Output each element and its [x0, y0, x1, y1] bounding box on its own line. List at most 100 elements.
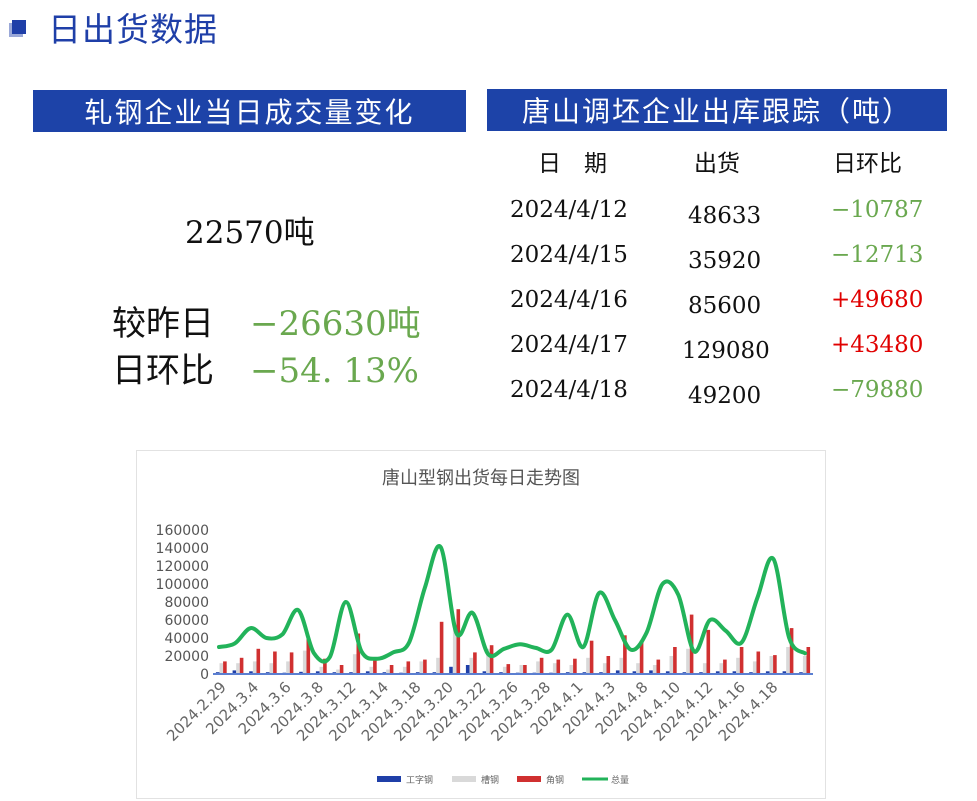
- bar-槽钢: [569, 665, 574, 674]
- bar-角钢: [573, 658, 577, 674]
- bar-槽钢: [486, 648, 490, 674]
- bar-槽钢: [369, 666, 374, 674]
- bar-槽钢: [219, 663, 224, 674]
- legend-swatch-槽钢: [452, 776, 476, 782]
- bar-槽钢: [236, 663, 240, 674]
- bar-槽钢: [786, 647, 790, 674]
- bar-槽钢: [636, 663, 640, 674]
- bar-槽钢: [452, 629, 457, 674]
- bar-角钢: [239, 657, 244, 674]
- table-header-shipment: 出货: [694, 151, 740, 177]
- daily-volume: 22570吨: [185, 215, 315, 251]
- table-cell-change: −79880: [831, 377, 924, 403]
- bar-角钢: [439, 621, 444, 674]
- bar-槽钢: [669, 656, 674, 674]
- bar-工字钢: [665, 671, 670, 674]
- bar-槽钢: [702, 663, 707, 674]
- y-tick-label: 60000: [164, 613, 209, 629]
- bar-槽钢: [336, 669, 340, 674]
- bar-角钢: [339, 665, 344, 674]
- bar-槽钢: [752, 661, 757, 674]
- bar-角钢: [489, 645, 494, 674]
- bar-角钢: [773, 655, 777, 674]
- bar-角钢: [523, 665, 527, 674]
- ratio-row: 日环比 −54. 13%: [112, 343, 419, 392]
- vs-prev-row: 较昨日 −26630吨: [112, 296, 421, 345]
- bar-槽钢: [469, 657, 474, 674]
- bar-角钢: [373, 657, 377, 674]
- legend-label: 总量: [611, 774, 629, 786]
- bar-槽钢: [302, 650, 307, 674]
- bar-角钢: [606, 656, 611, 674]
- vs-prev-value: −26630吨: [250, 304, 421, 344]
- y-tick-label: 140000: [156, 541, 209, 557]
- bar-工字钢: [299, 671, 303, 675]
- table-cell-change: +49680: [831, 287, 924, 313]
- legend-label: 角钢: [546, 774, 564, 786]
- bar-角钢: [539, 657, 544, 674]
- bar-槽钢: [286, 661, 290, 674]
- bar-槽钢: [419, 661, 424, 674]
- legend-label: 槽钢: [481, 774, 499, 786]
- bar-角钢: [423, 659, 427, 674]
- bar-角钢: [639, 640, 644, 674]
- ratio-value: −54. 13%: [250, 351, 419, 391]
- bar-角钢: [289, 652, 294, 674]
- table-cell-date: 2024/4/12: [510, 197, 628, 223]
- y-tick-label: 80000: [164, 595, 209, 611]
- table-cell-shipment: 129080: [682, 338, 770, 364]
- y-tick-label: 160000: [156, 523, 209, 539]
- table-cell-date: 2024/4/15: [510, 242, 628, 268]
- table-header-date: 日 期: [538, 151, 607, 177]
- bar-槽钢: [652, 665, 657, 674]
- bar-角钢: [256, 648, 261, 674]
- bar-角钢: [756, 651, 761, 674]
- title-square-icon: [12, 20, 26, 34]
- bar-角钢: [589, 640, 594, 674]
- bar-工字钢: [782, 671, 787, 674]
- y-tick-label: 100000: [156, 577, 209, 593]
- bar-槽钢: [386, 669, 390, 674]
- bar-槽钢: [586, 657, 590, 674]
- right-panel-title: 唐山调坯企业出库跟踪（吨）: [487, 89, 947, 131]
- bar-工字钢: [632, 671, 637, 674]
- table-cell-date: 2024/4/17: [510, 332, 628, 358]
- bar-角钢: [706, 629, 711, 674]
- bar-槽钢: [269, 663, 274, 674]
- bar-角钢: [356, 633, 361, 674]
- bar-角钢: [623, 635, 627, 674]
- bar-角钢: [223, 661, 227, 674]
- ratio-label: 日环比: [112, 351, 214, 391]
- bar-槽钢: [319, 666, 324, 674]
- bar-角钢: [306, 638, 311, 674]
- table-cell-shipment: 49200: [688, 383, 762, 409]
- bar-槽钢: [436, 657, 440, 674]
- bar-槽钢: [686, 648, 690, 674]
- chart-title: 唐山型钢出货每日走势图: [382, 468, 580, 489]
- bar-角钢: [673, 647, 677, 674]
- bar-槽钢: [719, 663, 724, 674]
- bar-工字钢: [765, 671, 770, 674]
- bar-槽钢: [802, 656, 807, 674]
- table-header-change: 日环比: [833, 151, 902, 177]
- bar-槽钢: [552, 663, 557, 674]
- bar-角钢: [389, 665, 394, 674]
- y-tick-label: 120000: [156, 559, 209, 575]
- bar-工字钢: [649, 670, 653, 674]
- table-cell-shipment: 35920: [688, 248, 762, 274]
- y-tick-label: 40000: [164, 631, 209, 647]
- y-tick-label: 0: [200, 667, 209, 683]
- bar-槽钢: [402, 666, 407, 674]
- bar-槽钢: [352, 654, 357, 674]
- table-cell-change: +43480: [831, 332, 924, 358]
- table-cell-change: −10787: [831, 197, 924, 223]
- bar-槽钢: [736, 657, 740, 674]
- table-cell-date: 2024/4/16: [510, 287, 628, 313]
- page-header: 日出货数据: [12, 4, 218, 50]
- bar-工字钢: [715, 671, 720, 674]
- bar-槽钢: [252, 661, 257, 674]
- bar-工字钢: [249, 671, 253, 674]
- table-cell-shipment: 85600: [688, 293, 762, 319]
- left-panel-title: 轧钢企业当日成交量变化: [33, 90, 466, 132]
- legend-swatch-角钢: [517, 776, 541, 782]
